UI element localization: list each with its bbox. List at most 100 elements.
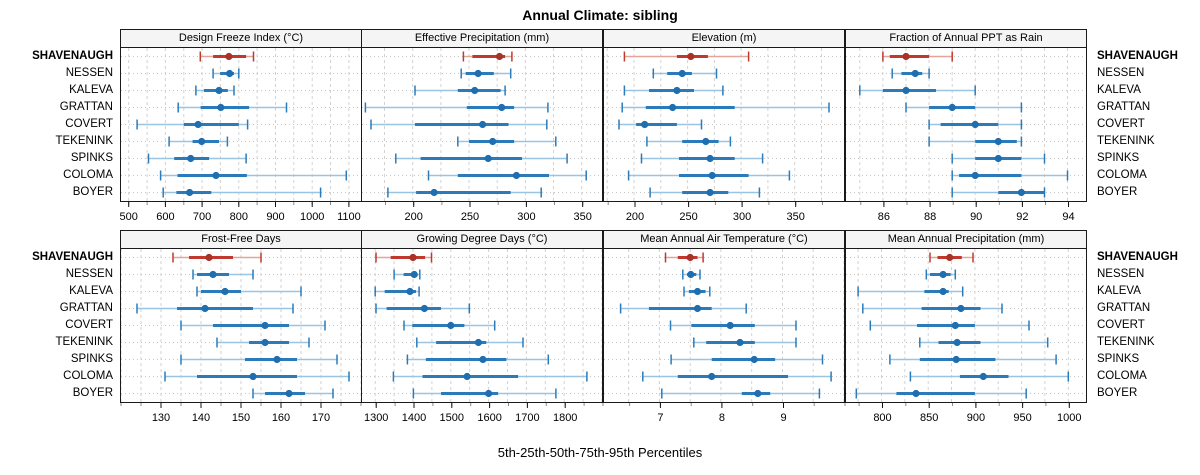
svg-text:88: 88 bbox=[924, 211, 936, 223]
station-label: GRATTAN bbox=[59, 101, 113, 113]
plot-canvas bbox=[604, 48, 844, 201]
plot-canvas bbox=[846, 48, 1086, 201]
svg-text:900: 900 bbox=[967, 412, 985, 424]
svg-text:800: 800 bbox=[230, 211, 248, 223]
x-axis-design-freeze-index: 500 600 700 800 900 1000 1100 bbox=[120, 202, 362, 230]
svg-text:160: 160 bbox=[272, 412, 290, 424]
svg-text:86: 86 bbox=[878, 211, 890, 223]
station-label: TEKENINK bbox=[55, 135, 113, 147]
station-label: BOYER bbox=[72, 387, 113, 399]
station-label: NESSEN bbox=[65, 67, 113, 79]
station-label: TEKENINK bbox=[1097, 336, 1155, 348]
plot-canvas bbox=[846, 249, 1086, 402]
top-axis-band: 500 600 700 800 900 1000 1100 200 250 300 350 200… bbox=[0, 202, 1200, 230]
x-axis-elevation: 200 250 300 350 bbox=[604, 202, 846, 230]
station-label: TEKENINK bbox=[1097, 135, 1155, 147]
bottom-band: SHAVENAUGH NESSEN KALEVA GRATTAN COVERT TEKEN… bbox=[0, 230, 1200, 403]
plot-canvas bbox=[121, 48, 361, 201]
station-label: COVERT bbox=[1097, 118, 1145, 130]
station-label: KALEVA bbox=[69, 84, 113, 96]
panel-strip-title: Mean Annual Air Temperature (°C) bbox=[604, 231, 844, 249]
plot-canvas bbox=[362, 249, 602, 402]
panel-strip-title: Effective Precipitation (mm) bbox=[362, 30, 602, 48]
svg-text:1400: 1400 bbox=[402, 412, 426, 424]
station-labels-bottom-right: SHAVENAUGH NESSEN KALEVA GRATTAN COVERT TEKEN… bbox=[1088, 230, 1200, 403]
panel-strip-title: Elevation (m) bbox=[604, 30, 844, 48]
svg-text:94: 94 bbox=[1062, 211, 1074, 223]
svg-text:1100: 1100 bbox=[337, 211, 361, 223]
svg-text:140: 140 bbox=[192, 412, 210, 424]
station-label: SHAVENAUGH bbox=[1097, 251, 1178, 263]
panel-strip-title: Design Freeze Index (°C) bbox=[121, 30, 361, 48]
top-band: SHAVENAUGH NESSEN KALEVA GRATTAN COVERT TEKEN… bbox=[0, 29, 1200, 202]
station-label: SHAVENAUGH bbox=[1097, 50, 1178, 62]
x-axis-frost-free-days: 130 140 150 160 170 bbox=[120, 403, 362, 433]
station-label: BOYER bbox=[1097, 186, 1138, 198]
station-label: COLOMA bbox=[63, 169, 113, 181]
svg-text:170: 170 bbox=[312, 412, 330, 424]
svg-text:1600: 1600 bbox=[477, 412, 501, 424]
svg-text:9: 9 bbox=[780, 412, 786, 424]
svg-text:90: 90 bbox=[970, 211, 982, 223]
svg-text:200: 200 bbox=[626, 211, 644, 223]
svg-text:950: 950 bbox=[1013, 412, 1031, 424]
station-label: NESSEN bbox=[65, 268, 113, 280]
svg-text:350: 350 bbox=[574, 211, 592, 223]
station-label: COVERT bbox=[1097, 319, 1145, 331]
panel-mean-annual-air-temperature: Mean Annual Air Temperature (°C) bbox=[603, 230, 845, 403]
bottom-axis-band: 130 140 150 160 170 1300 1400 1500 1600 1700 1800… bbox=[0, 403, 1200, 433]
x-axis-mean-annual-precipitation: 800 850 900 950 1000 bbox=[846, 403, 1088, 433]
station-label: COLOMA bbox=[1097, 169, 1147, 181]
station-label: GRATTAN bbox=[1097, 302, 1151, 314]
svg-text:850: 850 bbox=[920, 412, 938, 424]
svg-text:250: 250 bbox=[679, 211, 697, 223]
x-axis-fraction-of-annual-ppt-as-rain: 86 88 90 92 94 bbox=[846, 202, 1088, 230]
station-label: SPINKS bbox=[1097, 353, 1140, 365]
plot-canvas bbox=[604, 249, 844, 402]
station-label: COVERT bbox=[65, 319, 113, 331]
panel-effective-precipitation: Effective Precipitation (mm) bbox=[361, 29, 603, 202]
station-labels-top-right: SHAVENAUGH NESSEN KALEVA GRATTAN COVERT TEKEN… bbox=[1088, 29, 1200, 202]
x-axis-growing-degree-days: 1300 1400 1500 1600 1700 1800 bbox=[362, 403, 604, 433]
svg-text:1800: 1800 bbox=[553, 412, 577, 424]
svg-text:700: 700 bbox=[193, 211, 211, 223]
svg-text:7: 7 bbox=[657, 412, 663, 424]
station-label: NESSEN bbox=[1097, 268, 1145, 280]
station-label: COLOMA bbox=[1097, 370, 1147, 382]
station-label: NESSEN bbox=[1097, 67, 1145, 79]
svg-text:1500: 1500 bbox=[440, 412, 464, 424]
panel-elevation: Elevation (m) bbox=[603, 29, 845, 202]
svg-text:1300: 1300 bbox=[364, 412, 388, 424]
plot-canvas bbox=[362, 48, 602, 201]
svg-text:1000: 1000 bbox=[1057, 412, 1081, 424]
svg-text:8: 8 bbox=[719, 412, 725, 424]
station-label: SPINKS bbox=[70, 353, 113, 365]
svg-text:92: 92 bbox=[1016, 211, 1028, 223]
x-axis-effective-precipitation: 200 250 300 350 bbox=[362, 202, 604, 230]
panel-frost-free-days: Frost-Free Days bbox=[120, 230, 362, 403]
station-label: SHAVENAUGH bbox=[32, 251, 113, 263]
svg-text:300: 300 bbox=[733, 211, 751, 223]
station-label: COLOMA bbox=[63, 370, 113, 382]
panel-strip-title: Mean Annual Precipitation (mm) bbox=[846, 231, 1086, 249]
station-label: KALEVA bbox=[69, 285, 113, 297]
svg-text:800: 800 bbox=[873, 412, 891, 424]
panel-mean-annual-precipitation: Mean Annual Precipitation (mm) bbox=[845, 230, 1087, 403]
svg-text:900: 900 bbox=[266, 211, 284, 223]
panel-strip-title: Growing Degree Days (°C) bbox=[362, 231, 602, 249]
svg-text:300: 300 bbox=[517, 211, 535, 223]
x-axis-mean-annual-air-temperature: 7 8 9 bbox=[604, 403, 846, 433]
percentile-caption: 5th-25th-50th-75th-95th Percentiles bbox=[497, 445, 703, 460]
panel-growing-degree-days: Growing Degree Days (°C) bbox=[361, 230, 603, 403]
svg-text:1000: 1000 bbox=[300, 211, 324, 223]
station-label: KALEVA bbox=[1097, 84, 1141, 96]
station-label: SHAVENAUGH bbox=[32, 50, 113, 62]
station-label: BOYER bbox=[1097, 387, 1138, 399]
station-label: SPINKS bbox=[1097, 152, 1140, 164]
station-labels-top-left: SHAVENAUGH NESSEN KALEVA GRATTAN COVERT TEKEN… bbox=[0, 29, 120, 202]
station-label: KALEVA bbox=[1097, 285, 1141, 297]
station-label: GRATTAN bbox=[59, 302, 113, 314]
panel-design-freeze-index: Design Freeze Index (°C) bbox=[120, 29, 362, 202]
svg-text:350: 350 bbox=[787, 211, 805, 223]
